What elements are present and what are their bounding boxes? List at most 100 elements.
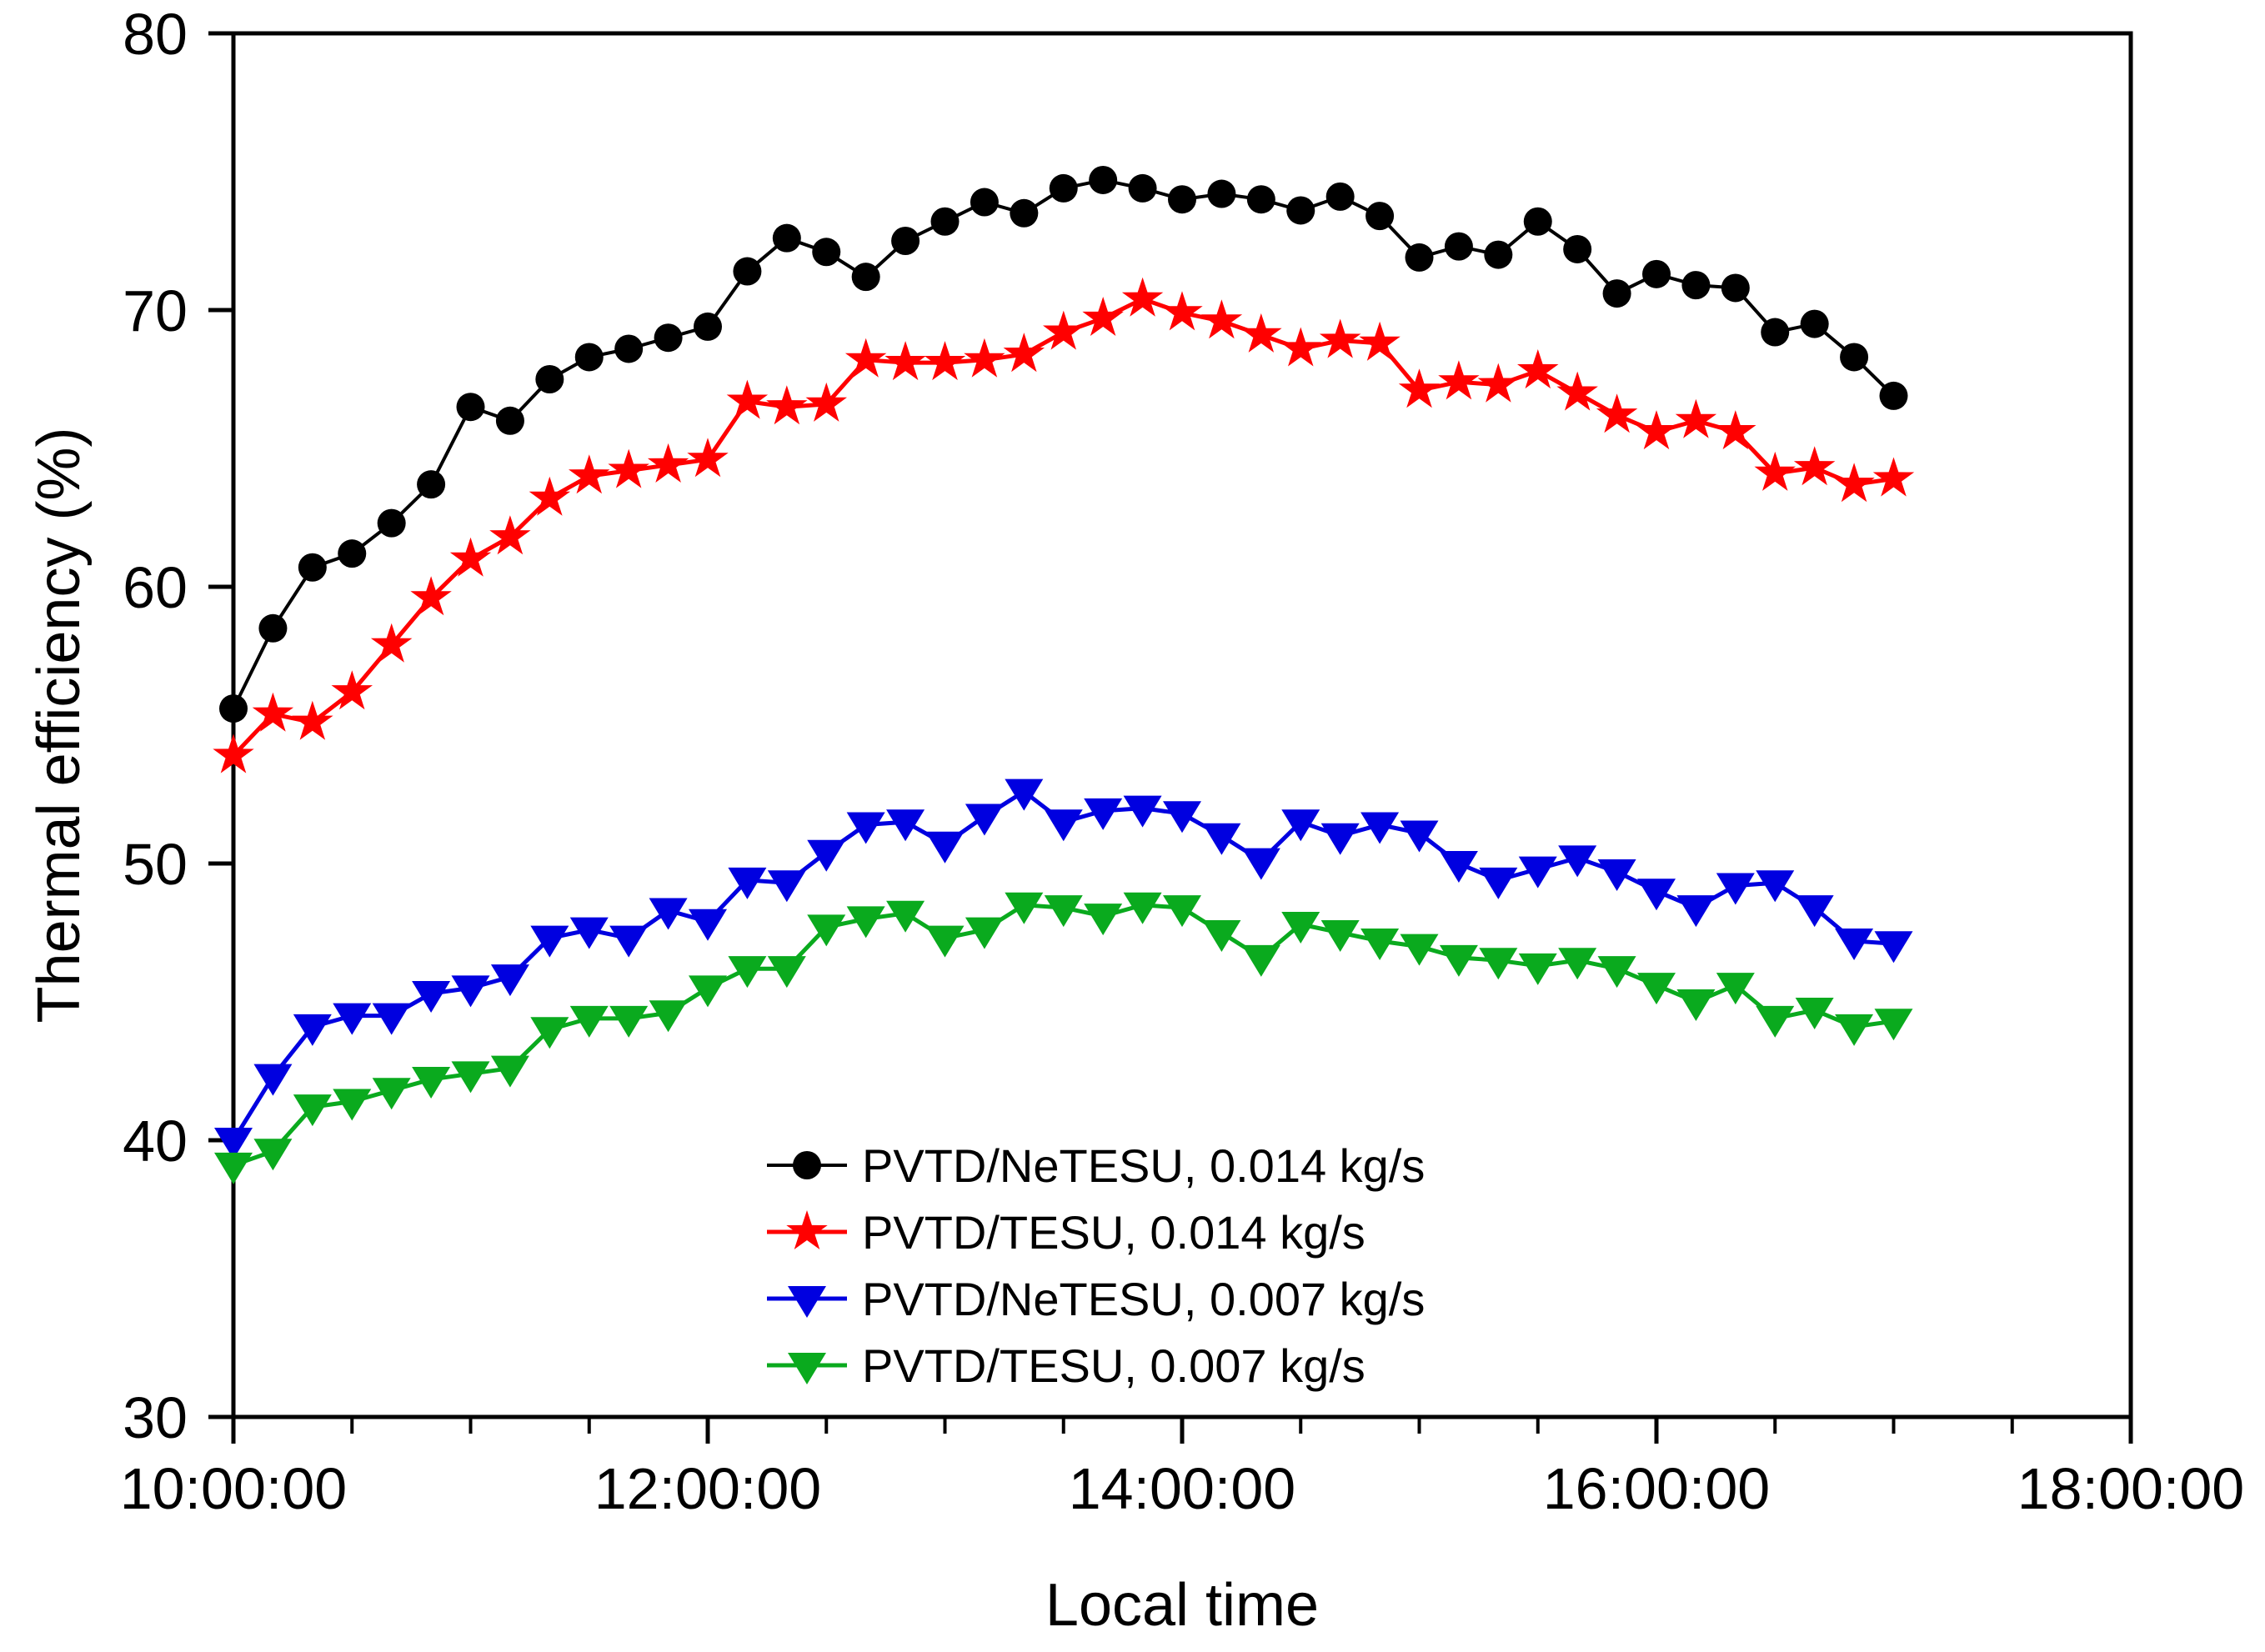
data-point: [807, 914, 846, 947]
data-point: [788, 1353, 826, 1384]
data-point: [689, 909, 727, 941]
data-point: [495, 406, 524, 435]
y-tick-label: 50: [123, 832, 188, 897]
data-point: [970, 188, 999, 217]
data-point: [1043, 310, 1085, 350]
data-point: [1563, 234, 1592, 263]
data-point: [689, 975, 727, 1008]
legend-item: PVTD/NeTESU, 0.014 kg/s: [767, 1139, 1425, 1192]
data-point: [767, 870, 806, 903]
data-point: [569, 1005, 609, 1038]
data-point: [844, 338, 887, 378]
data-point: [1200, 299, 1243, 339]
series-line: [231, 788, 1894, 1142]
data-point: [608, 448, 649, 488]
data-point: [1161, 291, 1203, 331]
data-point: [1123, 795, 1162, 828]
series-2: [213, 277, 1915, 773]
data-point: [1168, 185, 1196, 214]
data-point: [1716, 973, 1755, 1005]
data-point: [1872, 457, 1915, 497]
data-point: [1517, 349, 1559, 389]
data-point: [846, 906, 885, 939]
legend-label: PVTD/TESU, 0.014 kg/s: [862, 1206, 1366, 1259]
data-point: [728, 956, 767, 989]
data-point: [252, 692, 294, 732]
data-point: [1010, 198, 1039, 228]
data-point: [1084, 798, 1123, 830]
data-point: [1400, 820, 1439, 853]
data-point: [1681, 271, 1711, 300]
data-point: [1044, 895, 1083, 928]
data-point: [1835, 1014, 1874, 1046]
data-point: [654, 323, 683, 353]
data-point: [1721, 273, 1750, 303]
data-point: [1128, 173, 1157, 203]
data-point: [1044, 809, 1083, 842]
data-point: [1319, 318, 1361, 358]
data-point: [253, 1064, 293, 1096]
data-point: [788, 1286, 826, 1318]
y-tick-label: 40: [123, 1109, 188, 1174]
data-point: [1484, 240, 1513, 269]
data-point: [786, 1210, 828, 1249]
data-point: [372, 1078, 411, 1110]
data-point: [253, 1139, 293, 1171]
data-point: [258, 613, 288, 643]
data-point: [1366, 202, 1395, 231]
data-point: [1874, 1009, 1913, 1041]
data-point: [964, 338, 1005, 378]
data-point: [1121, 277, 1164, 317]
data-point: [614, 334, 644, 363]
series-3: [214, 778, 1913, 1159]
series-line: [233, 903, 1894, 1168]
data-point: [530, 925, 569, 958]
x-tick-label: 18:00:00: [2017, 1456, 2244, 1521]
data-point: [1558, 948, 1597, 980]
data-point: [1003, 333, 1045, 373]
data-point: [412, 981, 451, 1014]
data-point: [1756, 870, 1795, 903]
data-point: [812, 238, 841, 267]
data-point: [1286, 196, 1315, 225]
data-point: [490, 1055, 529, 1088]
data-point: [1518, 953, 1557, 985]
data-point: [846, 812, 885, 844]
data-point: [1163, 801, 1201, 834]
data-point: [293, 1014, 332, 1046]
data-point: [574, 343, 604, 372]
data-point: [1879, 381, 1908, 410]
data-point: [1479, 948, 1518, 980]
data-point: [1676, 895, 1716, 928]
data-point: [1202, 823, 1241, 855]
legend-item: PVTD/TESU, 0.014 kg/s: [767, 1206, 1366, 1259]
data-point: [1637, 879, 1676, 911]
data-point: [1398, 368, 1441, 408]
data-point: [1241, 944, 1280, 977]
data-point: [1400, 934, 1439, 966]
data-point: [1325, 182, 1355, 211]
data-point: [1082, 297, 1124, 336]
data-point: [1523, 207, 1552, 236]
data-point: [1202, 920, 1241, 952]
data-point: [1715, 410, 1756, 450]
data-point: [569, 454, 610, 494]
data-point: [1240, 313, 1282, 353]
data-point: [333, 1003, 372, 1035]
data-point: [1793, 446, 1836, 486]
data-point: [1756, 1005, 1795, 1038]
data-point: [772, 223, 801, 253]
data-point: [1602, 279, 1631, 308]
data-point: [214, 1128, 253, 1159]
x-tick-label: 12:00:00: [594, 1456, 821, 1521]
data-point: [1320, 823, 1360, 855]
data-point: [1241, 848, 1280, 880]
data-point: [886, 900, 925, 933]
data-point: [805, 382, 847, 422]
data-point: [1361, 812, 1400, 844]
x-tick-label: 10:00:00: [120, 1456, 347, 1521]
data-point: [1479, 867, 1518, 899]
legend-label: PVTD/NeTESU, 0.014 kg/s: [862, 1139, 1425, 1192]
data-point: [1637, 973, 1676, 1005]
x-tick-label: 14:00:00: [1069, 1456, 1295, 1521]
